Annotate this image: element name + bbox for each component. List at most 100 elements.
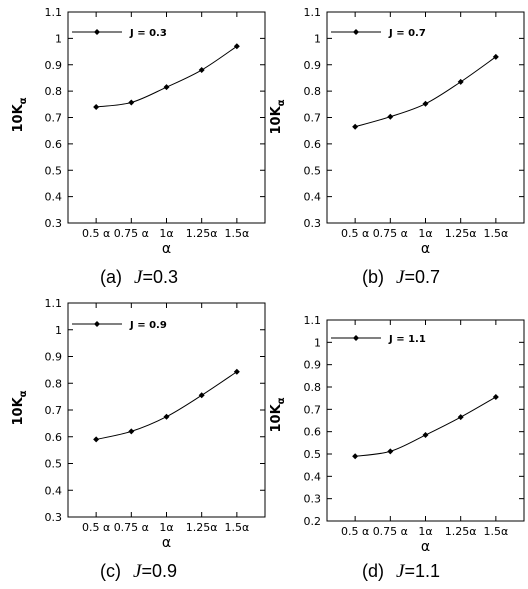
y-tick-label: 0.6 bbox=[45, 138, 63, 151]
panel-caption: (c) J=0.9 bbox=[100, 561, 177, 582]
y-axis-label-main: 10K bbox=[11, 396, 26, 425]
data-point bbox=[492, 53, 499, 60]
caption-prefix: (b) bbox=[362, 267, 384, 287]
data-point bbox=[93, 436, 100, 443]
y-axis-label-subscript: α bbox=[18, 390, 29, 397]
data-point bbox=[128, 99, 135, 106]
y-tick-label: 0.8 bbox=[45, 85, 63, 98]
data-point bbox=[352, 123, 359, 130]
caption-variable: J bbox=[396, 561, 406, 582]
y-axis-label: 10Kα bbox=[269, 99, 287, 134]
data-point bbox=[422, 100, 429, 107]
panel-caption: (b) J=0.7 bbox=[362, 267, 440, 288]
caption-value: =1.1 bbox=[404, 561, 440, 581]
y-tick-label: 0.8 bbox=[304, 381, 322, 394]
x-tick-label: 1α bbox=[159, 227, 173, 240]
chart-panel: 0.2 0.3 0.4 0.5 0.6 0.7 0.8 0.9 1 1.1 0.5 α 0.75 α 1… bbox=[269, 314, 525, 582]
data-point bbox=[233, 43, 240, 50]
x-tick-label: 1α bbox=[418, 525, 432, 538]
x-tick-label: 0.75 α bbox=[114, 521, 149, 534]
legend-marker bbox=[353, 335, 359, 341]
y-tick-label: 0.6 bbox=[45, 431, 63, 444]
y-tick-label: 1.1 bbox=[304, 6, 322, 19]
y-tick-label: 1 bbox=[55, 324, 62, 337]
y-axis-label-main: 10K bbox=[11, 103, 26, 132]
caption-variable: J bbox=[396, 267, 406, 288]
data-point bbox=[457, 414, 464, 421]
x-axis-label: α bbox=[162, 241, 171, 257]
legend-marker bbox=[94, 29, 100, 35]
x-tick-label: 1.25α bbox=[445, 525, 477, 538]
x-tick-label: 1.5α bbox=[483, 525, 508, 538]
y-axis-label-subscript: α bbox=[18, 97, 29, 104]
y-tick-label: 1.1 bbox=[45, 297, 63, 310]
data-point bbox=[198, 392, 205, 399]
x-tick-label: 0.5 α bbox=[341, 525, 369, 538]
y-tick-label: 0.3 bbox=[45, 511, 63, 524]
caption-prefix: (c) bbox=[100, 561, 121, 581]
x-tick-label: 1α bbox=[418, 227, 432, 240]
data-point bbox=[128, 428, 135, 435]
caption-value: =0.3 bbox=[142, 267, 178, 287]
data-point bbox=[233, 368, 240, 375]
x-tick-label: 0.75 α bbox=[114, 227, 149, 240]
plot-frame bbox=[326, 11, 525, 224]
data-point bbox=[387, 448, 394, 455]
y-tick-label: 0.4 bbox=[304, 191, 322, 204]
y-tick-label: 0.5 bbox=[304, 448, 322, 461]
legend-marker bbox=[94, 321, 100, 327]
data-point bbox=[93, 103, 100, 110]
y-tick-label: 0.8 bbox=[304, 85, 322, 98]
y-tick-label: 0.2 bbox=[304, 515, 322, 528]
x-tick-label: 0.5 α bbox=[341, 227, 369, 240]
data-point bbox=[422, 432, 429, 439]
y-tick-label: 0.4 bbox=[45, 191, 63, 204]
plot-frame bbox=[67, 11, 266, 224]
y-tick-label: 0.9 bbox=[45, 59, 63, 72]
x-tick-label: 1.25α bbox=[445, 227, 477, 240]
y-tick-label: 0.4 bbox=[45, 484, 63, 497]
caption-variable: J bbox=[133, 561, 143, 582]
y-tick-label: 0.7 bbox=[45, 112, 63, 125]
chart-panel: 0.3 0.4 0.5 0.6 0.7 0.8 0.9 1 1.1 0.5 α 0.75 α 1α 1.… bbox=[11, 6, 266, 288]
y-axis-label-main: 10K bbox=[269, 105, 284, 134]
data-point bbox=[352, 453, 359, 460]
y-tick-label: 0.9 bbox=[45, 351, 63, 364]
y-tick-label: 0.3 bbox=[304, 217, 322, 230]
x-axis-label: α bbox=[421, 241, 430, 257]
y-tick-label: 0.7 bbox=[304, 403, 322, 416]
data-point bbox=[163, 413, 170, 420]
x-tick-label: 0.5 α bbox=[82, 521, 110, 534]
x-tick-label: 1.5α bbox=[224, 227, 249, 240]
panel-caption: (a) J=0.3 bbox=[100, 267, 178, 288]
y-tick-label: 1.1 bbox=[45, 6, 63, 19]
data-point bbox=[163, 84, 170, 91]
data-point bbox=[387, 113, 394, 120]
y-axis-label: 10Kα bbox=[11, 97, 29, 132]
caption-variable: J bbox=[134, 267, 144, 288]
series-line bbox=[96, 45, 238, 108]
series-line bbox=[355, 396, 497, 457]
series-line bbox=[96, 371, 238, 440]
x-axis-label: α bbox=[421, 539, 430, 555]
plot-frame bbox=[326, 319, 525, 522]
y-tick-label: 0.5 bbox=[45, 164, 63, 177]
y-tick-label: 0.3 bbox=[304, 493, 322, 506]
data-point bbox=[198, 67, 205, 74]
y-tick-label: 0.5 bbox=[45, 458, 63, 471]
legend-label: J = 0.7 bbox=[388, 28, 426, 39]
series-line bbox=[355, 56, 497, 128]
y-tick-label: 1 bbox=[314, 336, 321, 349]
x-tick-label: 1.25α bbox=[186, 521, 218, 534]
x-tick-label: 0.5 α bbox=[82, 227, 110, 240]
legend-marker bbox=[353, 29, 359, 35]
chart-panel: 0.3 0.4 0.5 0.6 0.7 0.8 0.9 1 1.1 0.5 α 0.75 α 1α 1.… bbox=[11, 297, 266, 582]
x-tick-label: 0.75 α bbox=[373, 227, 408, 240]
caption-prefix: (d) bbox=[362, 561, 384, 581]
data-point bbox=[492, 394, 499, 401]
x-tick-label: 1.25α bbox=[186, 227, 218, 240]
y-tick-label: 0.5 bbox=[304, 164, 322, 177]
x-tick-label: 1α bbox=[159, 521, 173, 534]
caption-value: =0.9 bbox=[141, 561, 177, 581]
x-tick-label: 1.5α bbox=[483, 227, 508, 240]
